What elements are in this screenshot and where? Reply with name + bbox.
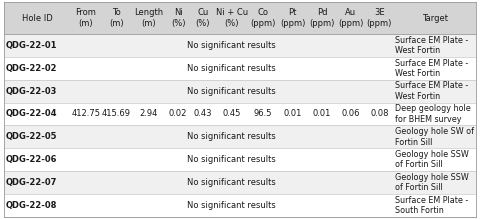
Text: Geology hole SSW
of Fortin Sill: Geology hole SSW of Fortin Sill [395,173,468,192]
Bar [4,194,476,217]
Text: 0.01: 0.01 [283,110,302,118]
Text: QDG-22-03: QDG-22-03 [6,87,57,95]
Text: Hole ID: Hole ID [22,14,52,23]
Bar [4,2,476,34]
Text: QDG-22-08: QDG-22-08 [6,201,57,210]
Text: 415.69: 415.69 [102,110,131,118]
Text: Cu
(%): Cu (%) [195,8,210,28]
Text: Deep geology hole
for BHEM survey: Deep geology hole for BHEM survey [395,104,471,124]
Text: 0.06: 0.06 [342,110,360,118]
Bar [4,102,476,125]
Text: 412.75: 412.75 [72,110,100,118]
Text: 0.45: 0.45 [223,110,241,118]
Text: Au
(ppm): Au (ppm) [338,8,364,28]
Text: Ni + Cu
(%): Ni + Cu (%) [216,8,248,28]
Text: 2.94: 2.94 [139,110,157,118]
Text: 3E
(ppm): 3E (ppm) [367,8,392,28]
Text: Geology hole SSW
of Fortin Sill: Geology hole SSW of Fortin Sill [395,150,468,169]
Text: To
(m): To (m) [109,8,124,28]
Bar [4,34,476,57]
Bar [4,125,476,148]
Text: Surface EM Plate -
West Fortin: Surface EM Plate - West Fortin [395,81,468,101]
Text: No significant results: No significant results [187,132,276,141]
Text: Surface EM Plate -
South Fortin: Surface EM Plate - South Fortin [395,196,468,215]
Text: No significant results: No significant results [187,178,276,187]
Text: 0.02: 0.02 [169,110,187,118]
Text: Geology hole SW of
Fortin Sill: Geology hole SW of Fortin Sill [395,127,474,147]
Text: Surface EM Plate -
West Fortin: Surface EM Plate - West Fortin [395,58,468,78]
Text: 96.5: 96.5 [254,110,272,118]
Text: Target: Target [422,14,448,23]
Text: No significant results: No significant results [187,155,276,164]
Bar [4,80,476,102]
Text: Surface EM Plate -
West Fortin: Surface EM Plate - West Fortin [395,36,468,55]
Text: Co
(ppm): Co (ppm) [251,8,276,28]
Text: QDG-22-07: QDG-22-07 [6,178,57,187]
Text: QDG-22-06: QDG-22-06 [6,155,57,164]
Text: QDG-22-02: QDG-22-02 [6,64,57,73]
Text: 0.08: 0.08 [370,110,389,118]
Text: Ni
(%): Ni (%) [171,8,185,28]
Text: No significant results: No significant results [187,41,276,50]
Text: QDG-22-04: QDG-22-04 [6,110,57,118]
Text: Pt
(ppm): Pt (ppm) [280,8,305,28]
Text: QDG-22-01: QDG-22-01 [6,41,57,50]
Text: Length
(m): Length (m) [134,8,163,28]
Text: 0.01: 0.01 [313,110,331,118]
Text: Pd
(ppm): Pd (ppm) [310,8,335,28]
Bar [4,57,476,80]
Bar [4,171,476,194]
Text: No significant results: No significant results [187,64,276,73]
Text: From
(m): From (m) [75,8,96,28]
Text: No significant results: No significant results [187,201,276,210]
Bar [4,148,476,171]
Text: QDG-22-05: QDG-22-05 [6,132,57,141]
Text: 0.43: 0.43 [193,110,212,118]
Text: No significant results: No significant results [187,87,276,95]
